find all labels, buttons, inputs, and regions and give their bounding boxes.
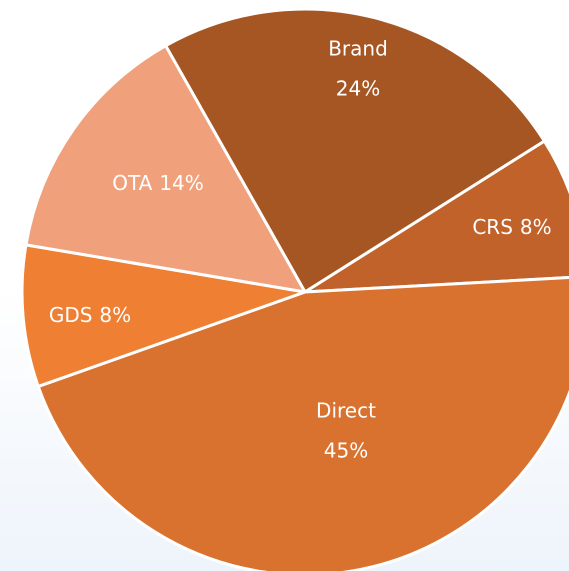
slice-label: GDS: [49, 303, 93, 327]
slice-value-label: 45%: [324, 439, 368, 463]
slice-value-label: 8%: [99, 303, 131, 327]
slice-label-group: GDS 8%: [49, 303, 131, 327]
slice-label-group: CRS 8%: [472, 215, 551, 239]
pie-slice: [303, 139, 569, 294]
slice-label: Brand: [328, 37, 388, 61]
slice-label: OTA: [112, 171, 152, 195]
pie-slice: [36, 276, 569, 571]
pie-slice: [164, 7, 546, 294]
slice-value-label: 24%: [336, 77, 380, 101]
slice-value-label: 14%: [159, 171, 203, 195]
slice-label-group: OTA 14%: [112, 171, 204, 195]
slice-label: CRS: [472, 215, 513, 239]
pie-slice: [24, 44, 307, 294]
slice-value-label: 8%: [520, 215, 552, 239]
slice-label: Direct: [316, 399, 376, 423]
